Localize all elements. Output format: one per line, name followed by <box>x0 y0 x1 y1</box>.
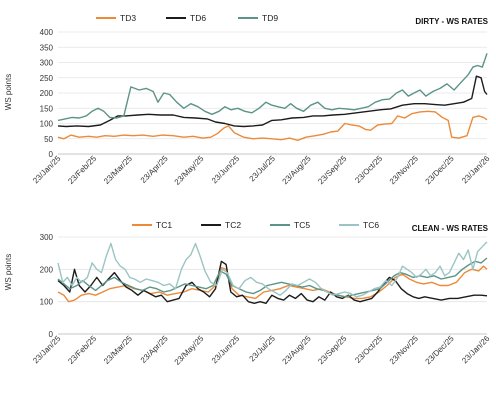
legend-item-td9: TD9 <box>238 13 278 23</box>
y-tick-label: 300 <box>40 233 54 242</box>
x-tick-label: 23/Nov/25 <box>388 334 421 367</box>
clean-ws-rates-chart: CLEAN - WS RATES WS points 0 100 200 300 23/… <box>4 220 492 367</box>
x-tick-label: 23/Dec/25 <box>424 334 457 367</box>
y-tick-label: 100 <box>40 298 54 307</box>
y-tick-label: 0 <box>49 150 54 159</box>
x-tick-label: 23/Apr/25 <box>139 154 170 185</box>
legend-label: TC5 <box>294 220 310 230</box>
series-line-td9 <box>57 53 488 122</box>
series-line-td6 <box>57 75 488 128</box>
legend-label: TC6 <box>363 220 379 230</box>
x-tick-label: 23/Jul/25 <box>248 334 278 364</box>
y-tick-label: 350 <box>40 43 54 52</box>
y-tick-label: 150 <box>40 104 54 113</box>
x-tick-label: 23/Aug/25 <box>281 154 314 187</box>
legend-item-tc1: TC1 <box>132 220 172 230</box>
legend-item-tc5: TC5 <box>270 220 310 230</box>
x-tick-label: 23/Feb/25 <box>66 154 98 186</box>
x-tick-label: 23/Jun/25 <box>210 334 242 366</box>
y-tick-label: 200 <box>40 265 54 274</box>
x-tick-label: 23/Dec/25 <box>424 154 457 187</box>
y-tick-label: 250 <box>40 74 54 83</box>
y-axis-label: WS points <box>4 254 13 290</box>
x-tick-label: 23/Jan/26 <box>460 334 492 366</box>
chart-title: DIRTY - WS RATES <box>415 17 488 26</box>
x-tick-label: 23/Feb/25 <box>66 334 98 366</box>
x-tick-label: 23/May/25 <box>173 154 206 187</box>
legend-item-tc6: TC6 <box>339 220 379 230</box>
legend-item-tc2: TC2 <box>201 220 241 230</box>
gridlines <box>58 236 487 335</box>
legend-label: TC2 <box>225 220 241 230</box>
y-tick-label: 50 <box>44 135 53 144</box>
x-tick-label: 23/Apr/25 <box>139 334 170 365</box>
x-tick-label: 23/Mar/25 <box>102 154 134 186</box>
y-axis-label: WS points <box>4 74 13 110</box>
series-line-tc2 <box>57 260 488 304</box>
legend-label: TD3 <box>120 13 136 23</box>
x-tick-label: 23/Nov/25 <box>388 154 421 187</box>
x-tick-label: 23/Jan/25 <box>31 154 63 186</box>
y-tick-label: 200 <box>40 89 54 98</box>
series-line-tc6 <box>57 241 488 298</box>
series-line-tc1 <box>57 265 488 303</box>
x-tick-label: 23/Aug/25 <box>281 334 314 367</box>
legend-label: TC1 <box>156 220 172 230</box>
x-tick-label: 23/Jan/25 <box>31 334 63 366</box>
x-tick-label: 23/Oct/25 <box>353 334 384 365</box>
x-tick-label: 23/Jan/26 <box>460 154 492 186</box>
legend-label: TD6 <box>190 13 206 23</box>
legend-item-td3: TD3 <box>96 13 136 23</box>
x-tick-label: 23/Mar/25 <box>102 334 134 366</box>
y-tick-label: 400 <box>40 28 54 37</box>
x-tick-label: 23/Jul/25 <box>248 154 278 184</box>
x-tick-label: 23/Jun/25 <box>210 154 242 186</box>
legend-label: TD9 <box>262 13 278 23</box>
x-tick-label: 23/Sep/25 <box>316 334 349 367</box>
y-tick-label: 100 <box>40 120 54 129</box>
x-tick-label: 23/Sep/25 <box>316 154 349 187</box>
x-tick-label: 23/May/25 <box>173 334 206 367</box>
series-line-td3 <box>57 110 488 141</box>
dirty-ws-rates-chart: DIRTY - WS RATES WS points 0 50 100 150 200 2… <box>4 13 492 187</box>
y-tick-label: 300 <box>40 59 54 68</box>
chart-title: CLEAN - WS RATES <box>412 224 489 233</box>
legend-item-td6: TD6 <box>166 13 206 23</box>
y-tick-label: 0 <box>49 330 54 339</box>
x-tick-label: 23/Oct/25 <box>353 154 384 185</box>
